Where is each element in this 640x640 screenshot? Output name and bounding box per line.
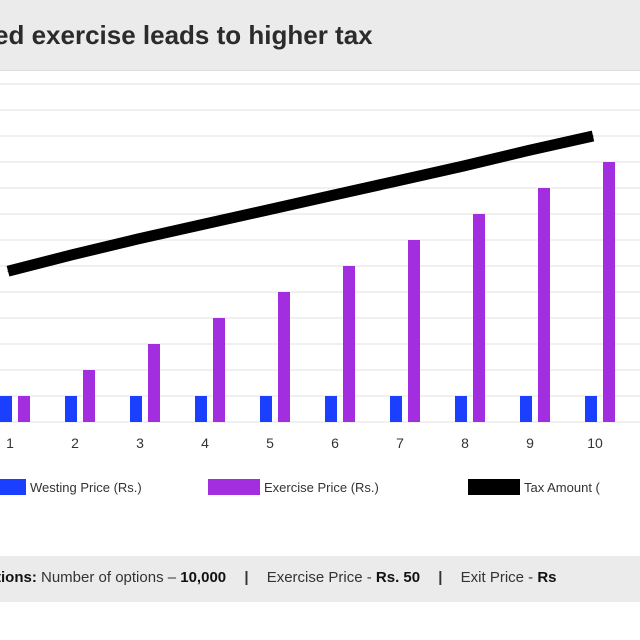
chart-line-series <box>6 130 595 277</box>
legend-label: Exercise Price (Rs.) <box>264 480 379 495</box>
legend-swatch <box>0 479 26 495</box>
chart-x-tick-labels: 1 2 3 4 5 6 7 8 9 10 <box>6 435 603 451</box>
x-tick-label: 6 <box>331 435 339 451</box>
bar-westing-price <box>390 396 402 422</box>
chart-legend: Westing Price (Rs.) Exercise Price (Rs.) T… <box>0 479 601 495</box>
bar-westing-price <box>325 396 337 422</box>
chart-bars <box>0 162 615 422</box>
bar-westing-price <box>585 396 597 422</box>
x-tick-label: 5 <box>266 435 274 451</box>
bar-exercise-price <box>473 214 485 422</box>
bar-exercise-price <box>18 396 30 422</box>
tax-amount-point <box>592 135 594 137</box>
x-tick-label: 3 <box>136 435 144 451</box>
tax-amount-point <box>72 254 74 256</box>
tax-amount-point <box>7 270 9 272</box>
x-tick-label: 9 <box>526 435 534 451</box>
bar-westing-price <box>130 396 142 422</box>
bar-exercise-price <box>278 292 290 422</box>
footer-bar: tions: Number of options – 10,000 | Exer… <box>0 556 640 602</box>
tax-amount-point <box>202 223 204 225</box>
x-tick-label: 7 <box>396 435 404 451</box>
bar-exercise-price <box>408 240 420 422</box>
tax-amount-point <box>527 150 529 152</box>
bar-exercise-price <box>83 370 95 422</box>
chart-plot: 1 2 3 4 5 6 7 8 9 10 Westing Price (Rs.) Exercise … <box>0 83 640 495</box>
legend-label: Westing Price (Rs.) <box>30 480 142 495</box>
legend-swatch <box>208 479 260 495</box>
footer-label: tions: <box>0 569 37 586</box>
x-tick-label: 10 <box>587 435 603 451</box>
footer-exercise-text: Exercise Price - <box>266 569 372 586</box>
tax-amount-point <box>397 180 399 182</box>
bar-westing-price <box>195 396 207 422</box>
footer-separator: | <box>438 569 443 586</box>
chart-gridlines <box>0 83 640 423</box>
footer-options-value: 10,000 <box>180 569 227 586</box>
bar-exercise-price <box>148 344 160 422</box>
bar-exercise-price <box>538 188 550 422</box>
tax-amount-point <box>267 209 269 211</box>
bar-exercise-price <box>213 318 225 422</box>
tax-amount-point <box>332 194 334 196</box>
tax-amount-point <box>137 238 139 240</box>
footer-exit-text: Exit Price - <box>460 569 534 586</box>
x-tick-label: 8 <box>461 435 469 451</box>
title-bar: ed exercise leads to higher tax <box>0 0 640 71</box>
bar-westing-price <box>65 396 77 422</box>
bar-westing-price <box>0 396 12 422</box>
chart-title: ed exercise leads to higher tax <box>0 20 373 50</box>
bar-westing-price <box>520 396 532 422</box>
bar-westing-price <box>260 396 272 422</box>
x-tick-label: 1 <box>6 435 14 451</box>
bar-exercise-price <box>343 266 355 422</box>
tax-amount-point <box>462 165 464 167</box>
bar-westing-price <box>455 396 467 422</box>
tax-amount-line <box>6 130 595 277</box>
footer-exercise-value: Rs. 50 <box>375 569 421 586</box>
x-tick-label: 2 <box>71 435 79 451</box>
legend-label: Tax Amount ( <box>524 480 601 495</box>
footer-separator: | <box>244 569 249 586</box>
footer-assumptions: tions: Number of options – 10,000 | Exer… <box>0 569 557 586</box>
footer-exit-value: Rs <box>537 569 557 586</box>
x-tick-label: 4 <box>201 435 209 451</box>
footer-options-text: Number of options – <box>41 569 177 586</box>
legend-swatch <box>468 479 520 495</box>
bar-exercise-price <box>603 162 615 422</box>
